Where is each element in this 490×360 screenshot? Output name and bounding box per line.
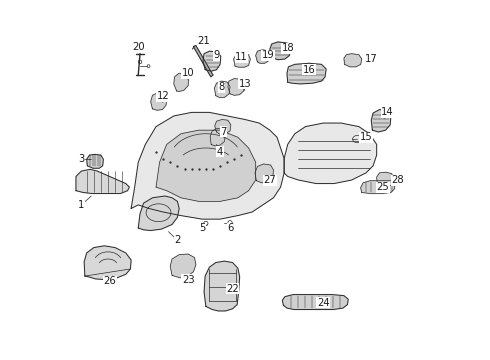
Text: 23: 23	[182, 275, 195, 285]
Polygon shape	[76, 169, 129, 194]
Text: 8: 8	[219, 82, 225, 93]
Polygon shape	[215, 81, 230, 98]
Polygon shape	[256, 50, 270, 63]
Polygon shape	[282, 294, 348, 310]
Polygon shape	[234, 54, 250, 67]
Text: 19: 19	[262, 50, 274, 60]
Polygon shape	[287, 63, 326, 84]
Text: 13: 13	[239, 79, 251, 89]
Polygon shape	[210, 129, 225, 146]
Text: 22: 22	[226, 284, 239, 293]
Polygon shape	[194, 45, 213, 77]
Text: 24: 24	[317, 298, 330, 308]
Text: 4: 4	[217, 147, 223, 157]
Text: 5: 5	[199, 223, 205, 233]
Polygon shape	[138, 196, 179, 230]
Text: 27: 27	[264, 175, 276, 185]
Polygon shape	[204, 261, 240, 311]
Polygon shape	[171, 254, 196, 278]
Polygon shape	[284, 123, 377, 184]
Polygon shape	[203, 51, 221, 71]
Text: 20: 20	[132, 41, 145, 51]
Text: 18: 18	[281, 43, 294, 53]
Text: 1: 1	[78, 200, 84, 210]
Polygon shape	[156, 130, 256, 201]
Polygon shape	[151, 93, 167, 110]
Polygon shape	[270, 42, 291, 60]
Polygon shape	[174, 73, 189, 91]
Text: 28: 28	[392, 175, 404, 185]
Text: 7: 7	[220, 127, 227, 137]
Polygon shape	[131, 112, 284, 219]
Text: 14: 14	[381, 107, 393, 117]
Polygon shape	[84, 246, 131, 280]
Text: 10: 10	[182, 68, 195, 78]
Polygon shape	[361, 181, 395, 194]
Polygon shape	[255, 164, 273, 183]
Text: 6: 6	[227, 223, 234, 233]
Text: 15: 15	[360, 132, 372, 142]
Text: 16: 16	[303, 65, 316, 75]
Polygon shape	[215, 120, 231, 134]
Polygon shape	[344, 54, 362, 67]
Text: 21: 21	[197, 36, 210, 46]
Text: 12: 12	[157, 91, 170, 102]
Polygon shape	[87, 154, 103, 168]
Text: 9: 9	[213, 50, 220, 60]
Text: 11: 11	[235, 52, 248, 62]
Text: 17: 17	[365, 54, 378, 64]
Polygon shape	[228, 78, 245, 95]
Polygon shape	[371, 109, 391, 132]
Polygon shape	[377, 172, 394, 187]
Text: 25: 25	[377, 182, 390, 192]
Text: 26: 26	[103, 276, 116, 287]
Text: 3: 3	[78, 154, 84, 164]
Text: 2: 2	[174, 235, 181, 246]
